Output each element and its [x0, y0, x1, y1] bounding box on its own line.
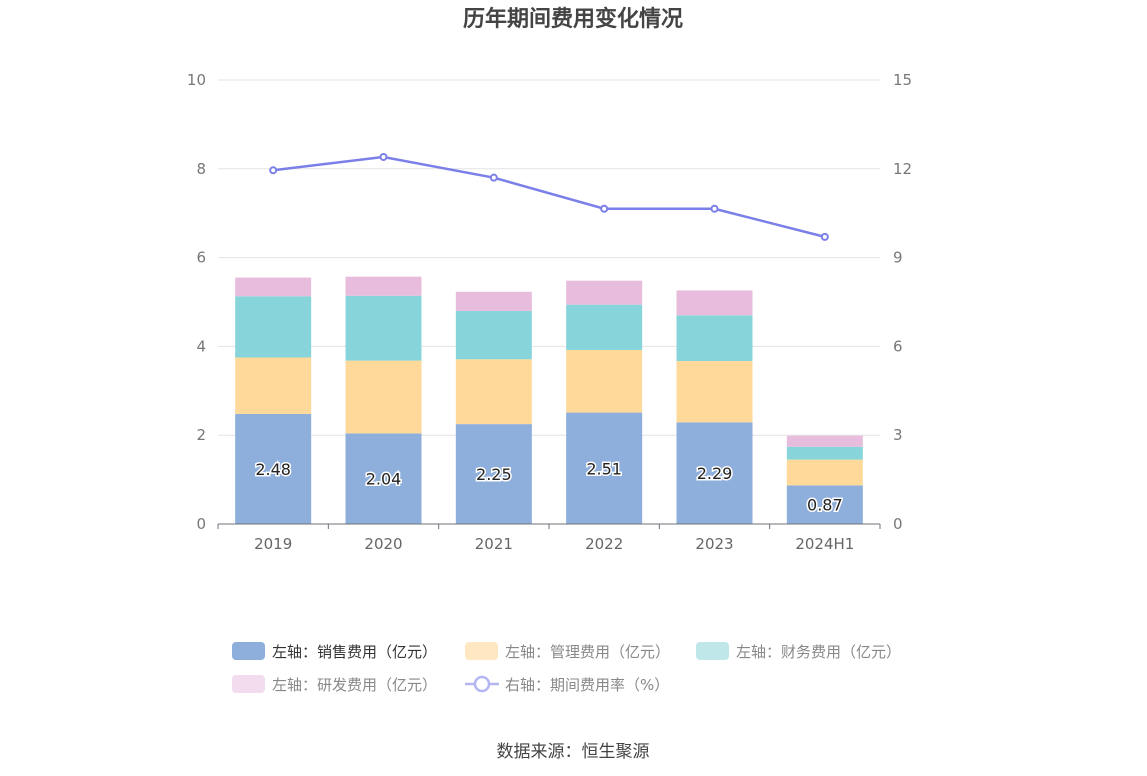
bar-segment [566, 304, 643, 350]
series-line [273, 155, 826, 239]
bar-segment [345, 276, 422, 296]
line-point [710, 204, 719, 213]
bar-segment [235, 277, 312, 297]
bar-segment [566, 349, 643, 413]
legend-item-label: 右轴：期间费用率（%） [505, 676, 669, 694]
bar-segment [235, 413, 312, 524]
legend-swatch [465, 642, 498, 660]
bar-segment [455, 424, 532, 524]
line-point [489, 173, 498, 182]
source-note: 数据来源：恒生聚源 [497, 742, 650, 762]
y-left-tick-label: 8 [196, 160, 206, 178]
x-tick-label: 2019 [254, 535, 292, 553]
bar-segment [345, 433, 422, 524]
bar-segment [676, 315, 753, 362]
bar-segment [676, 422, 753, 524]
bar-segment [235, 296, 312, 358]
bar-segment [345, 295, 422, 361]
legend-marker-icon [473, 675, 491, 693]
x-tick-label: 2022 [585, 535, 623, 553]
legend-item-label: 左轴：销售费用（亿元） [272, 643, 437, 661]
line-point [379, 152, 388, 161]
line-point [820, 232, 829, 241]
chart-title: 历年期间费用变化情况 [463, 6, 683, 32]
y-left-tick-label: 2 [196, 426, 206, 444]
x-tick-label: 2020 [364, 535, 402, 553]
bar-segment [786, 446, 863, 460]
bar-segment [676, 361, 753, 423]
y-right-tick-label: 9 [893, 249, 903, 267]
bar-segment [786, 435, 863, 447]
x-tick-label: 2024H1 [795, 535, 854, 553]
line-point [600, 204, 609, 213]
y-right-tick-label: 12 [893, 160, 912, 178]
bar-segment [235, 357, 312, 414]
legend-swatch [232, 642, 265, 660]
data-label: 2.04 [366, 470, 402, 489]
y-left-tick-label: 0 [196, 515, 206, 533]
legend-item-label: 左轴：财务费用（亿元） [736, 643, 901, 661]
bar-segment [786, 485, 863, 524]
line-point [269, 166, 278, 175]
legend-item-label: 左轴：研发费用（亿元） [272, 676, 437, 694]
y-right-tick-label: 3 [893, 426, 903, 444]
data-label: 2.51 [586, 459, 622, 478]
legend-swatch [696, 642, 729, 660]
legend-swatch [232, 675, 265, 693]
x-tick-label: 2023 [695, 535, 733, 553]
y-right-tick-label: 15 [893, 71, 912, 89]
data-label: 2.48 [255, 460, 291, 479]
y-left-tick-label: 6 [196, 249, 206, 267]
y-left-tick-label: 4 [196, 337, 206, 355]
y-right-tick-label: 6 [893, 337, 903, 355]
bar-segment [455, 291, 532, 311]
x-tick-label: 2021 [475, 535, 513, 553]
data-label: 2.25 [476, 465, 512, 484]
data-label: 0.87 [807, 496, 843, 515]
bar-segment [345, 360, 422, 434]
legend-item-label: 左轴：管理费用（亿元） [505, 643, 670, 661]
bar-segment [566, 280, 643, 305]
data-label: 2.29 [697, 464, 733, 483]
bar-segment [676, 290, 753, 316]
bar-segment [566, 412, 643, 524]
bar-segment [455, 310, 532, 360]
y-left-tick-label: 10 [187, 71, 206, 89]
y-right-tick-label: 0 [893, 515, 903, 533]
bar-segment [786, 459, 863, 486]
bar-segment [455, 359, 532, 425]
